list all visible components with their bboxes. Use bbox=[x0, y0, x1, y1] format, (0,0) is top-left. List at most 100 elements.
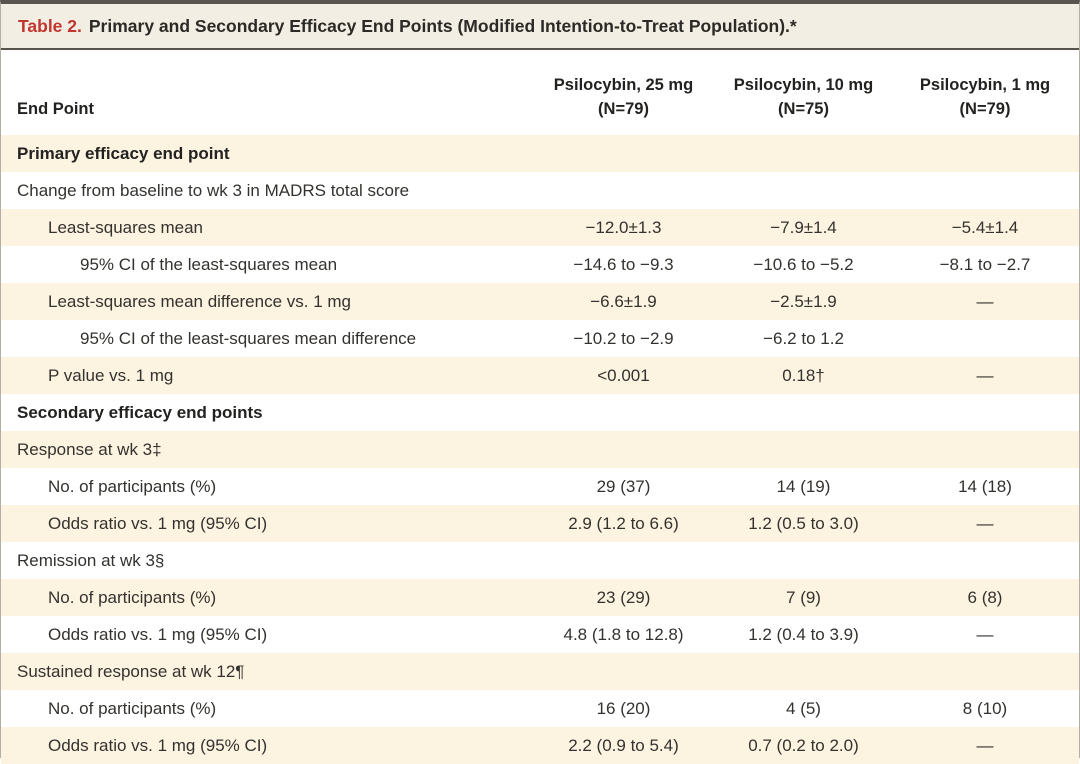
row-value-10mg bbox=[716, 172, 891, 209]
row-value-10mg bbox=[716, 653, 891, 690]
endpoint-column-header: End Point bbox=[17, 100, 94, 119]
row-value-25mg bbox=[531, 172, 716, 209]
table-row: 95% CI of the least-squares mean differe… bbox=[1, 320, 1079, 357]
row-label: P value vs. 1 mg bbox=[48, 365, 174, 385]
table-title-text: Primary and Secondary Efficacy End Point… bbox=[88, 15, 797, 36]
table-body: Primary efficacy end point Change from b… bbox=[1, 135, 1079, 764]
row-value-10mg bbox=[716, 431, 891, 468]
row-value-25mg: −10.2 to −2.9 bbox=[573, 328, 674, 348]
row-label: Remission at wk 3§ bbox=[17, 550, 165, 570]
table-row: Remission at wk 3§ bbox=[1, 542, 1079, 579]
row-label: Secondary efficacy end points bbox=[17, 402, 263, 422]
row-value-1mg bbox=[891, 172, 1079, 209]
table-row: No. of participants (%) 16 (20) 4 (5) 8 … bbox=[1, 690, 1079, 727]
row-label: Odds ratio vs. 1 mg (95% CI) bbox=[48, 624, 268, 644]
row-label: No. of participants (%) bbox=[48, 476, 217, 496]
table-row: No. of participants (%) 23 (29) 7 (9) 6 … bbox=[1, 579, 1079, 616]
row-value-10mg bbox=[716, 394, 891, 431]
row-label: No. of participants (%) bbox=[48, 587, 217, 607]
table-row: Sustained response at wk 12¶ bbox=[1, 653, 1079, 690]
row-value-1mg bbox=[891, 431, 1079, 468]
row-label: Primary efficacy end point bbox=[17, 143, 230, 163]
row-value-10mg bbox=[716, 135, 891, 172]
row-value-25mg: 16 (20) bbox=[596, 698, 651, 718]
column-header-line2: (N=79) bbox=[598, 100, 649, 119]
row-value-10mg: −7.9±1.4 bbox=[770, 217, 837, 237]
table-row: 95% CI of the least-squares mean −14.6 t… bbox=[1, 246, 1079, 283]
row-value-25mg: −12.0±1.3 bbox=[585, 217, 662, 237]
row-value-25mg: 23 (29) bbox=[596, 587, 651, 607]
row-value-10mg: 4 (5) bbox=[786, 698, 821, 718]
column-header-line1: Psilocybin, 1 mg bbox=[919, 76, 1051, 95]
row-label: Odds ratio vs. 1 mg (95% CI) bbox=[48, 513, 268, 533]
row-value-25mg bbox=[531, 542, 716, 579]
row-value-10mg: 14 (19) bbox=[776, 476, 831, 496]
row-value-1mg: — bbox=[976, 513, 994, 533]
row-value-1mg bbox=[891, 542, 1079, 579]
row-value-1mg: 8 (10) bbox=[962, 698, 1008, 718]
table-number-label: Table 2. bbox=[18, 15, 82, 36]
row-value-1mg: 6 (8) bbox=[967, 587, 1003, 607]
table-header-row: End Point Psilocybin, 25 mg (N=79) Psilo… bbox=[1, 50, 1079, 135]
table-row: Primary efficacy end point bbox=[1, 135, 1079, 172]
row-label: Least-squares mean difference vs. 1 mg bbox=[48, 291, 352, 311]
table-row: Least-squares mean difference vs. 1 mg −… bbox=[1, 283, 1079, 320]
row-value-10mg: 0.7 (0.2 to 2.0) bbox=[748, 735, 859, 755]
row-label: 95% CI of the least-squares mean differe… bbox=[80, 328, 417, 348]
row-value-10mg: 1.2 (0.5 to 3.0) bbox=[748, 513, 859, 533]
row-value-25mg: −14.6 to −9.3 bbox=[573, 254, 674, 274]
table-title-bar: Table 2. Primary and Secondary Efficacy … bbox=[1, 4, 1079, 50]
row-value-10mg bbox=[716, 542, 891, 579]
row-value-25mg: −6.6±1.9 bbox=[590, 291, 657, 311]
row-value-1mg: — bbox=[976, 735, 994, 755]
row-value-1mg bbox=[891, 320, 1079, 357]
row-value-10mg: −2.5±1.9 bbox=[770, 291, 837, 311]
table-row: Least-squares mean −12.0±1.3 −7.9±1.4 −5… bbox=[1, 209, 1079, 246]
row-value-1mg: — bbox=[976, 624, 994, 644]
row-label: Odds ratio vs. 1 mg (95% CI) bbox=[48, 735, 268, 755]
table-row: Odds ratio vs. 1 mg (95% CI) 2.2 (0.9 to… bbox=[1, 727, 1079, 764]
row-value-1mg bbox=[891, 653, 1079, 690]
row-value-25mg bbox=[531, 394, 716, 431]
column-header-line2: (N=79) bbox=[959, 100, 1011, 119]
column-header-line1: Psilocybin, 10 mg bbox=[733, 76, 874, 95]
column-header-psilocybin-1mg: Psilocybin, 1 mg (N=79) bbox=[891, 50, 1079, 135]
row-value-1mg bbox=[891, 394, 1079, 431]
row-value-10mg: 0.18† bbox=[782, 365, 825, 385]
row-value-10mg: −10.6 to −5.2 bbox=[753, 254, 854, 274]
row-value-1mg: 14 (18) bbox=[958, 476, 1012, 496]
row-value-10mg: 1.2 (0.4 to 3.9) bbox=[748, 624, 859, 644]
row-value-25mg: 29 (37) bbox=[596, 476, 651, 496]
table-row: Change from baseline to wk 3 in MADRS to… bbox=[1, 172, 1079, 209]
table-row: No. of participants (%) 29 (37) 14 (19) … bbox=[1, 468, 1079, 505]
row-label: No. of participants (%) bbox=[48, 698, 217, 718]
row-value-10mg: −6.2 to 1.2 bbox=[763, 328, 844, 348]
row-value-10mg: 7 (9) bbox=[786, 587, 821, 607]
column-header-psilocybin-10mg: Psilocybin, 10 mg (N=75) bbox=[716, 50, 891, 135]
table-row: Response at wk 3‡ bbox=[1, 431, 1079, 468]
row-label: Change from baseline to wk 3 in MADRS to… bbox=[17, 180, 410, 200]
row-label: Response at wk 3‡ bbox=[17, 439, 162, 459]
row-label: Least-squares mean bbox=[48, 217, 203, 237]
row-value-1mg: −5.4±1.4 bbox=[951, 217, 1019, 237]
table-row: P value vs. 1 mg <0.001 0.18† — bbox=[1, 357, 1079, 394]
column-header-line2: (N=75) bbox=[778, 100, 829, 119]
row-value-25mg: 2.2 (0.9 to 5.4) bbox=[568, 735, 679, 755]
row-value-1mg bbox=[891, 135, 1079, 172]
table-row: Secondary efficacy end points bbox=[1, 394, 1079, 431]
row-label: Sustained response at wk 12¶ bbox=[17, 661, 245, 681]
table-row: Odds ratio vs. 1 mg (95% CI) 2.9 (1.2 to… bbox=[1, 505, 1079, 542]
row-value-25mg: 2.9 (1.2 to 6.6) bbox=[568, 513, 679, 533]
row-value-1mg: — bbox=[976, 365, 994, 385]
row-value-25mg bbox=[531, 135, 716, 172]
row-value-25mg bbox=[531, 653, 716, 690]
row-value-25mg bbox=[531, 431, 716, 468]
column-header-psilocybin-25mg: Psilocybin, 25 mg (N=79) bbox=[531, 50, 716, 135]
row-label: 95% CI of the least-squares mean bbox=[80, 254, 338, 274]
table-row: Odds ratio vs. 1 mg (95% CI) 4.8 (1.8 to… bbox=[1, 616, 1079, 653]
column-header-line1: Psilocybin, 25 mg bbox=[553, 76, 694, 95]
efficacy-endpoints-table: End Point Psilocybin, 25 mg (N=79) Psilo… bbox=[1, 50, 1079, 764]
row-value-25mg: <0.001 bbox=[597, 365, 650, 385]
row-value-1mg: −8.1 to −2.7 bbox=[939, 254, 1031, 274]
